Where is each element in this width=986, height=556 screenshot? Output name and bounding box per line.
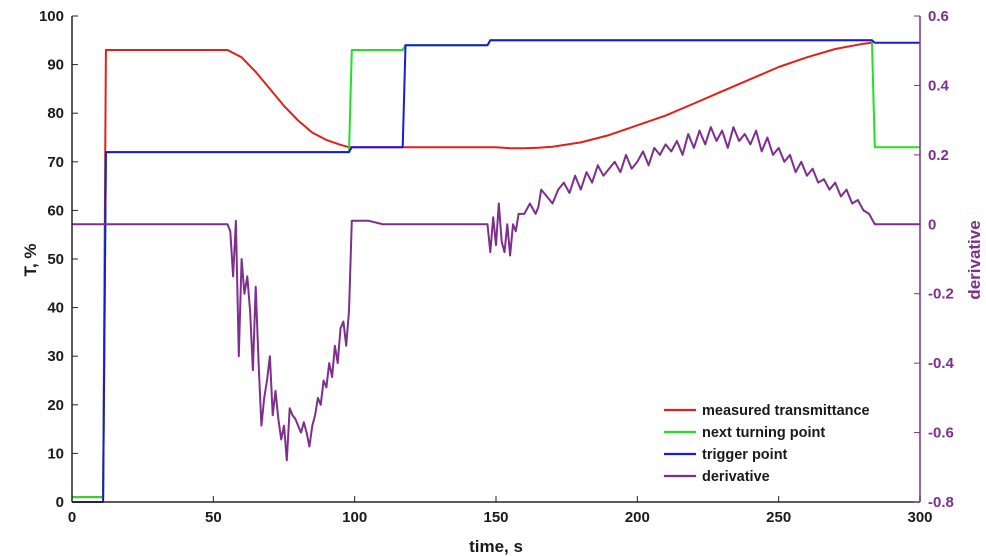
- y-left-tick-label: 0: [56, 494, 64, 511]
- y-right-tick-label: 0.2: [928, 147, 949, 164]
- y-left-tick-label: 20: [47, 397, 64, 414]
- y-left-tick-label: 10: [47, 445, 64, 462]
- series-line-measured-transmittance: [72, 41, 873, 499]
- y-right-tick-label: 0.4: [928, 77, 950, 94]
- x-tick-label: 200: [625, 509, 650, 526]
- x-tick-label: 300: [907, 509, 932, 526]
- y-right-tick-label: -0.2: [928, 286, 954, 303]
- y-right-tick-label: 0.6: [928, 8, 949, 25]
- y-axis-left-label: T, %: [21, 243, 40, 276]
- y-right-tick-label: -0.8: [928, 494, 954, 511]
- plot-lines: [72, 39, 920, 503]
- y-left-tick-label: 80: [47, 105, 64, 122]
- legend-label: measured transmittance: [702, 403, 870, 419]
- y-left-tick-label: 100: [39, 8, 64, 25]
- y-axis-right-label: derivative: [965, 220, 984, 299]
- y-left-tick-label: 90: [47, 57, 64, 74]
- x-tick-label: 100: [342, 509, 367, 526]
- y-right-tick-label: 0: [928, 216, 936, 233]
- legend-label: next turning point: [702, 425, 825, 441]
- series-line-trigger-point: [72, 39, 920, 503]
- axes: 0 50 100 150 200 250 300 0 10 20 30 40 50 60 70 80 90 100…: [39, 8, 955, 526]
- x-tick-label: 250: [766, 509, 791, 526]
- y-left-tick-label: 40: [47, 300, 64, 317]
- x-tick-label: 50: [205, 509, 222, 526]
- y-right-tick-label: -0.4: [928, 355, 955, 372]
- y-left-tick-label: 50: [47, 251, 64, 268]
- legend-label: trigger point: [702, 447, 788, 463]
- legend: measured transmittance next turning point…: [664, 403, 870, 485]
- series-line-derivative: [72, 126, 920, 462]
- y-right-tick-label: -0.6: [928, 425, 954, 442]
- y-left-tick-label: 70: [47, 154, 64, 171]
- x-tick-label: 150: [483, 509, 508, 526]
- x-tick-label: 0: [68, 509, 76, 526]
- x-axis-label: time, s: [469, 537, 523, 556]
- legend-label: derivative: [702, 469, 770, 485]
- y-left-tick-label: 30: [47, 348, 64, 365]
- y-left-tick-label: 60: [47, 202, 64, 219]
